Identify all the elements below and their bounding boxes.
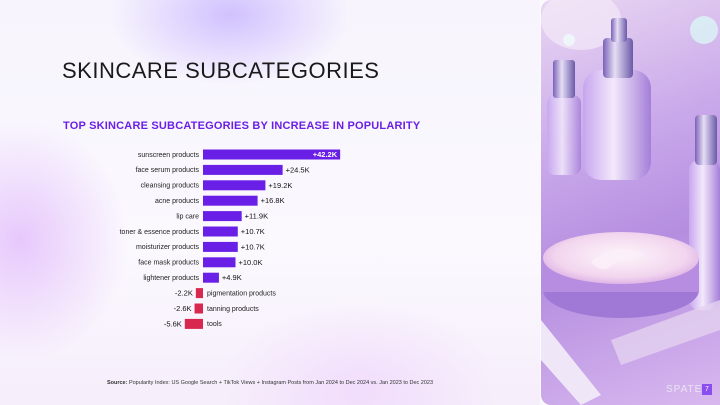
page-title: SKINCARE SUBCATEGORIES (62, 58, 380, 83)
bar-5 (203, 226, 238, 237)
skincare-products-illustration (541, 0, 720, 405)
value-label-10: -2.6K (174, 304, 192, 313)
background-gradient (0, 0, 540, 405)
category-label-0: sunscreen products (138, 152, 200, 159)
category-label-11: tools (207, 321, 222, 328)
value-label-9: -2.2K (175, 289, 193, 298)
value-label-4: +11.9K (245, 212, 268, 221)
bar-7 (203, 257, 236, 268)
value-label-0: +42.2K (313, 150, 338, 159)
source-note: Source: Popularity Index: US Google Sear… (0, 380, 540, 386)
source-text: Popularity Index: US Google Search + Tik… (128, 380, 434, 386)
value-label-1: +24.5K (286, 165, 310, 174)
value-label-8: +4.9K (222, 273, 242, 282)
category-label-1: face serum products (136, 167, 200, 174)
value-label-7: +10.0K (239, 258, 263, 267)
category-label-4: lip care (176, 213, 199, 220)
category-label-8: lightener products (143, 275, 199, 282)
source-label: Source: (106, 380, 128, 386)
value-label-11: -5.6K (164, 319, 182, 328)
category-label-6: moisturizer products (136, 244, 200, 251)
bar-chart: sunscreen products +42.2K face serum produ… (120, 149, 341, 329)
value-label-6: +10.7K (241, 242, 265, 251)
skincare-products-photo (541, 0, 720, 405)
bar-10 (194, 303, 203, 314)
value-label-2: +19.2K (268, 181, 292, 190)
bar-4 (203, 211, 242, 222)
category-label-2: cleansing products (141, 183, 200, 190)
bar-11 (184, 318, 203, 329)
bar-8 (203, 272, 219, 283)
bar-1 (203, 164, 283, 175)
bar-2 (203, 180, 266, 191)
category-label-5: toner & essence products (120, 229, 200, 236)
value-label-5: +10.7K (241, 227, 265, 236)
brand-logo: SPATE (666, 384, 703, 395)
bar-9 (195, 288, 203, 299)
category-label-7: face mask products (138, 260, 199, 267)
chart-title: TOP SKINCARE SUBCATEGORIES BY INCREASE I… (63, 120, 421, 132)
bar-6 (203, 241, 238, 252)
bar-0 (203, 149, 341, 160)
page-number: 7 (702, 384, 712, 395)
category-label-9: pigmentation products (207, 290, 276, 297)
category-label-3: acne products (155, 198, 199, 205)
category-label-10: tanning products (207, 306, 259, 313)
bar-3 (203, 195, 258, 206)
value-label-3: +16.8K (261, 196, 285, 205)
